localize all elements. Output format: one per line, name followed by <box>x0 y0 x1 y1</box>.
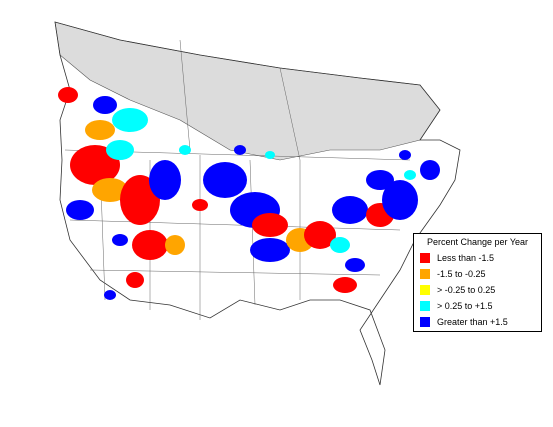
legend-item: Less than -1.5 <box>414 250 541 266</box>
legend-label: -1.5 to -0.25 <box>437 269 486 279</box>
trend-patches <box>58 87 440 300</box>
legend-item: -1.5 to -0.25 <box>414 266 541 282</box>
legend-title: Percent Change per Year <box>426 237 529 247</box>
legend-item: > 0.25 to +1.5 <box>414 298 541 314</box>
legend-swatch <box>420 269 430 279</box>
continent-outline <box>54 21 461 386</box>
legend-item: Greater than +1.5 <box>414 314 541 330</box>
northern-no-data <box>54 21 441 161</box>
legend-item: > -0.25 to 0.25 <box>414 282 541 298</box>
legend-swatch <box>420 301 430 311</box>
legend-swatch <box>420 253 430 263</box>
legend-label: > -0.25 to 0.25 <box>437 285 496 295</box>
legend: Percent Change per Year Less than -1.5 -1… <box>413 233 542 332</box>
legend-label: > 0.25 to +1.5 <box>437 301 493 311</box>
legend-swatch <box>420 285 430 295</box>
legend-swatch <box>420 317 430 327</box>
legend-items: Less than -1.5 -1.5 to -0.25 > -0.25 to 0.… <box>414 250 541 330</box>
legend-label: Less than -1.5 <box>437 253 495 263</box>
legend-label: Greater than +1.5 <box>437 317 508 327</box>
